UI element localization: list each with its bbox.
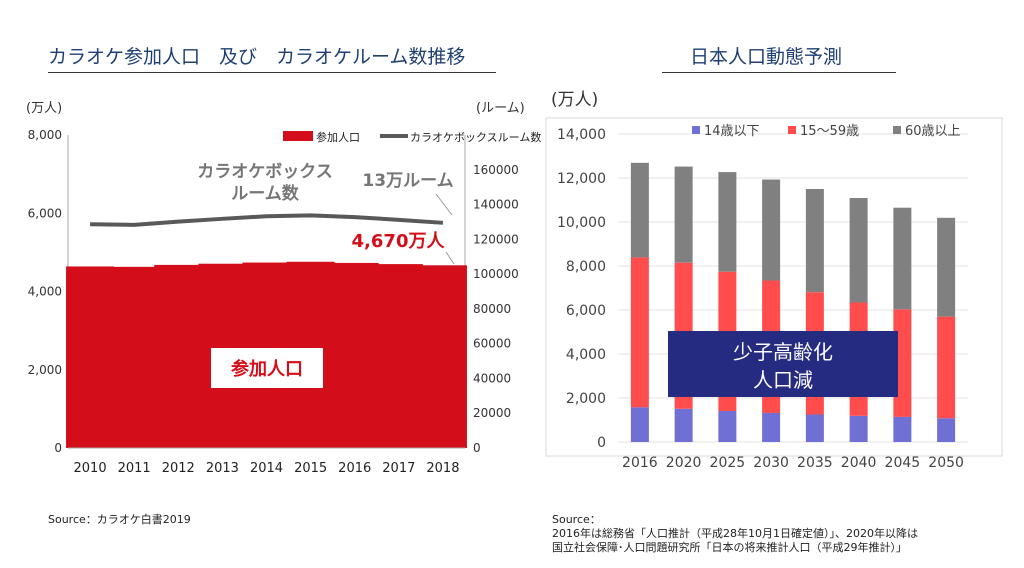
bar-segment-age15-59: [630, 257, 649, 408]
bar-segment-under14: [893, 416, 912, 442]
x-tick-label: 2035: [797, 455, 833, 471]
left-y-tick-label: 4,000: [28, 285, 62, 299]
bar-segment-under14: [674, 408, 693, 442]
participant-bar: [330, 262, 379, 448]
right-y-tick-label: 140000: [473, 198, 519, 212]
participant-bar: [374, 264, 423, 448]
bar-value-label: 4,670万人: [352, 231, 446, 252]
bar-segment-over60: [937, 217, 956, 317]
left-y-tick-label: 0: [54, 441, 62, 455]
x-tick-label: 2025: [710, 455, 746, 471]
right-y-tick-label: 40000: [473, 371, 511, 385]
participant-bar: [154, 264, 203, 448]
left-title-underline: [48, 72, 496, 73]
left-y-axis-label: (万人): [26, 101, 62, 116]
x-tick-label: 2014: [250, 461, 283, 476]
bar-segment-over60: [630, 162, 649, 258]
center-label: 参加人口: [231, 358, 303, 380]
bar-segment-under14: [805, 414, 824, 442]
left-chart-title: カラオケ参加人口 及び カラオケルーム数推移: [48, 46, 466, 68]
annotation-line2: 人口減: [753, 368, 813, 392]
legend-swatch: [893, 126, 901, 134]
participant-bar: [66, 266, 115, 448]
right-y-tick-label: 120000: [473, 232, 519, 246]
legend-label: 15～59歳: [800, 124, 859, 139]
y-tick-label: 2,000: [566, 391, 606, 407]
annotation-line1: 少子高齢化: [733, 340, 833, 364]
y-tick-label: 14,000: [557, 127, 606, 143]
right-y-tick-label: 160000: [473, 163, 519, 177]
left-y-tick-label: 6,000: [28, 206, 62, 220]
right-y-tick-label: 0: [473, 441, 481, 455]
bar-segment-under14: [762, 412, 781, 442]
bar-segment-under14: [718, 410, 737, 442]
legend-label: 60歳以上: [905, 124, 961, 139]
center-label-box: [211, 348, 323, 388]
x-tick-label: 2015: [294, 461, 327, 476]
legend-label-participants: 参加人口: [316, 130, 360, 144]
plot-frame: [545, 117, 1003, 457]
bar-segment-over60: [893, 207, 912, 310]
right-y-tick-label: 80000: [473, 302, 511, 316]
y-tick-label: 0: [597, 435, 606, 451]
legend-label-rooms: カラオケボックスルーム数: [410, 131, 541, 144]
right-source-line1: 2016年は総務省「人口推計（平成28年10月1日確定値）」、2020年以降は: [552, 527, 918, 540]
bar-segment-over60: [849, 198, 868, 303]
right-source-label: Source：: [552, 513, 601, 526]
x-tick-label: 2020: [666, 455, 702, 471]
right-y-tick-label: 20000: [473, 406, 511, 420]
legend-label: 14歳以下: [704, 124, 760, 139]
right-y-axis-label: (ルーム): [476, 101, 525, 116]
y-tick-label: 4,000: [566, 347, 606, 363]
y-tick-label: 8,000: [566, 259, 606, 275]
x-tick-label: 2040: [841, 455, 877, 471]
bar-segment-under14: [937, 418, 956, 442]
x-tick-label: 2016: [338, 461, 371, 476]
y-tick-label: 10,000: [557, 215, 606, 231]
annotation-box: [668, 331, 898, 397]
bar-segment-over60: [674, 166, 693, 263]
participant-bar: [418, 265, 467, 448]
right-y-tick-label: 60000: [473, 337, 511, 351]
room-count-line: [90, 213, 444, 227]
y-axis-label: (万人): [551, 90, 598, 110]
x-tick-label: 2017: [382, 461, 415, 476]
line-annotation-2: ルーム数: [231, 183, 299, 204]
left-source-note: Source：カラオケ白書2019: [48, 513, 191, 526]
x-tick-label: 2030: [753, 455, 789, 471]
bar-value-leader: [445, 251, 455, 265]
x-tick-label: 2011: [118, 461, 151, 476]
legend-swatch-participants: [283, 131, 313, 141]
right-chart-title: 日本人口動態予測: [690, 46, 843, 68]
participant-bar: [110, 266, 159, 448]
right-source-note: Source： 2016年は総務省「人口推計（平成28年10月1日確定値）」、2…: [552, 513, 918, 555]
right-y-tick-label: 100000: [473, 267, 519, 281]
y-tick-label: 12,000: [557, 171, 606, 187]
bar-segment-over60: [718, 172, 737, 272]
line-value-label: 13万ルーム: [362, 171, 453, 191]
right-source-line2: 国立社会保障･人口問題研究所「日本の将来推計人口（平成29年推計）」: [552, 541, 907, 554]
bar-segment-under14: [849, 415, 868, 442]
bar-segment-age15-59: [937, 316, 956, 419]
legend-swatch: [788, 126, 796, 134]
x-tick-label: 2018: [426, 461, 459, 476]
left-y-tick-label: 2,000: [28, 363, 62, 377]
x-tick-label: 2045: [885, 455, 921, 471]
bar-segment-under14: [630, 407, 649, 442]
y-tick-label: 6,000: [566, 303, 606, 319]
bar-segment-over60: [762, 179, 781, 281]
bar-segment-over60: [805, 189, 824, 293]
x-tick-label: 2016: [622, 455, 658, 471]
left-y-tick-label: 8,000: [28, 128, 62, 142]
x-tick-label: 2050: [928, 455, 964, 471]
x-tick-label: 2013: [206, 461, 239, 476]
legend-swatch: [692, 126, 700, 134]
x-tick-label: 2012: [162, 461, 195, 476]
x-tick-label: 2010: [74, 461, 107, 476]
right-title-underline: [662, 72, 896, 73]
line-value-leader: [435, 193, 453, 216]
line-annotation-1: カラオケボックス: [197, 162, 333, 182]
